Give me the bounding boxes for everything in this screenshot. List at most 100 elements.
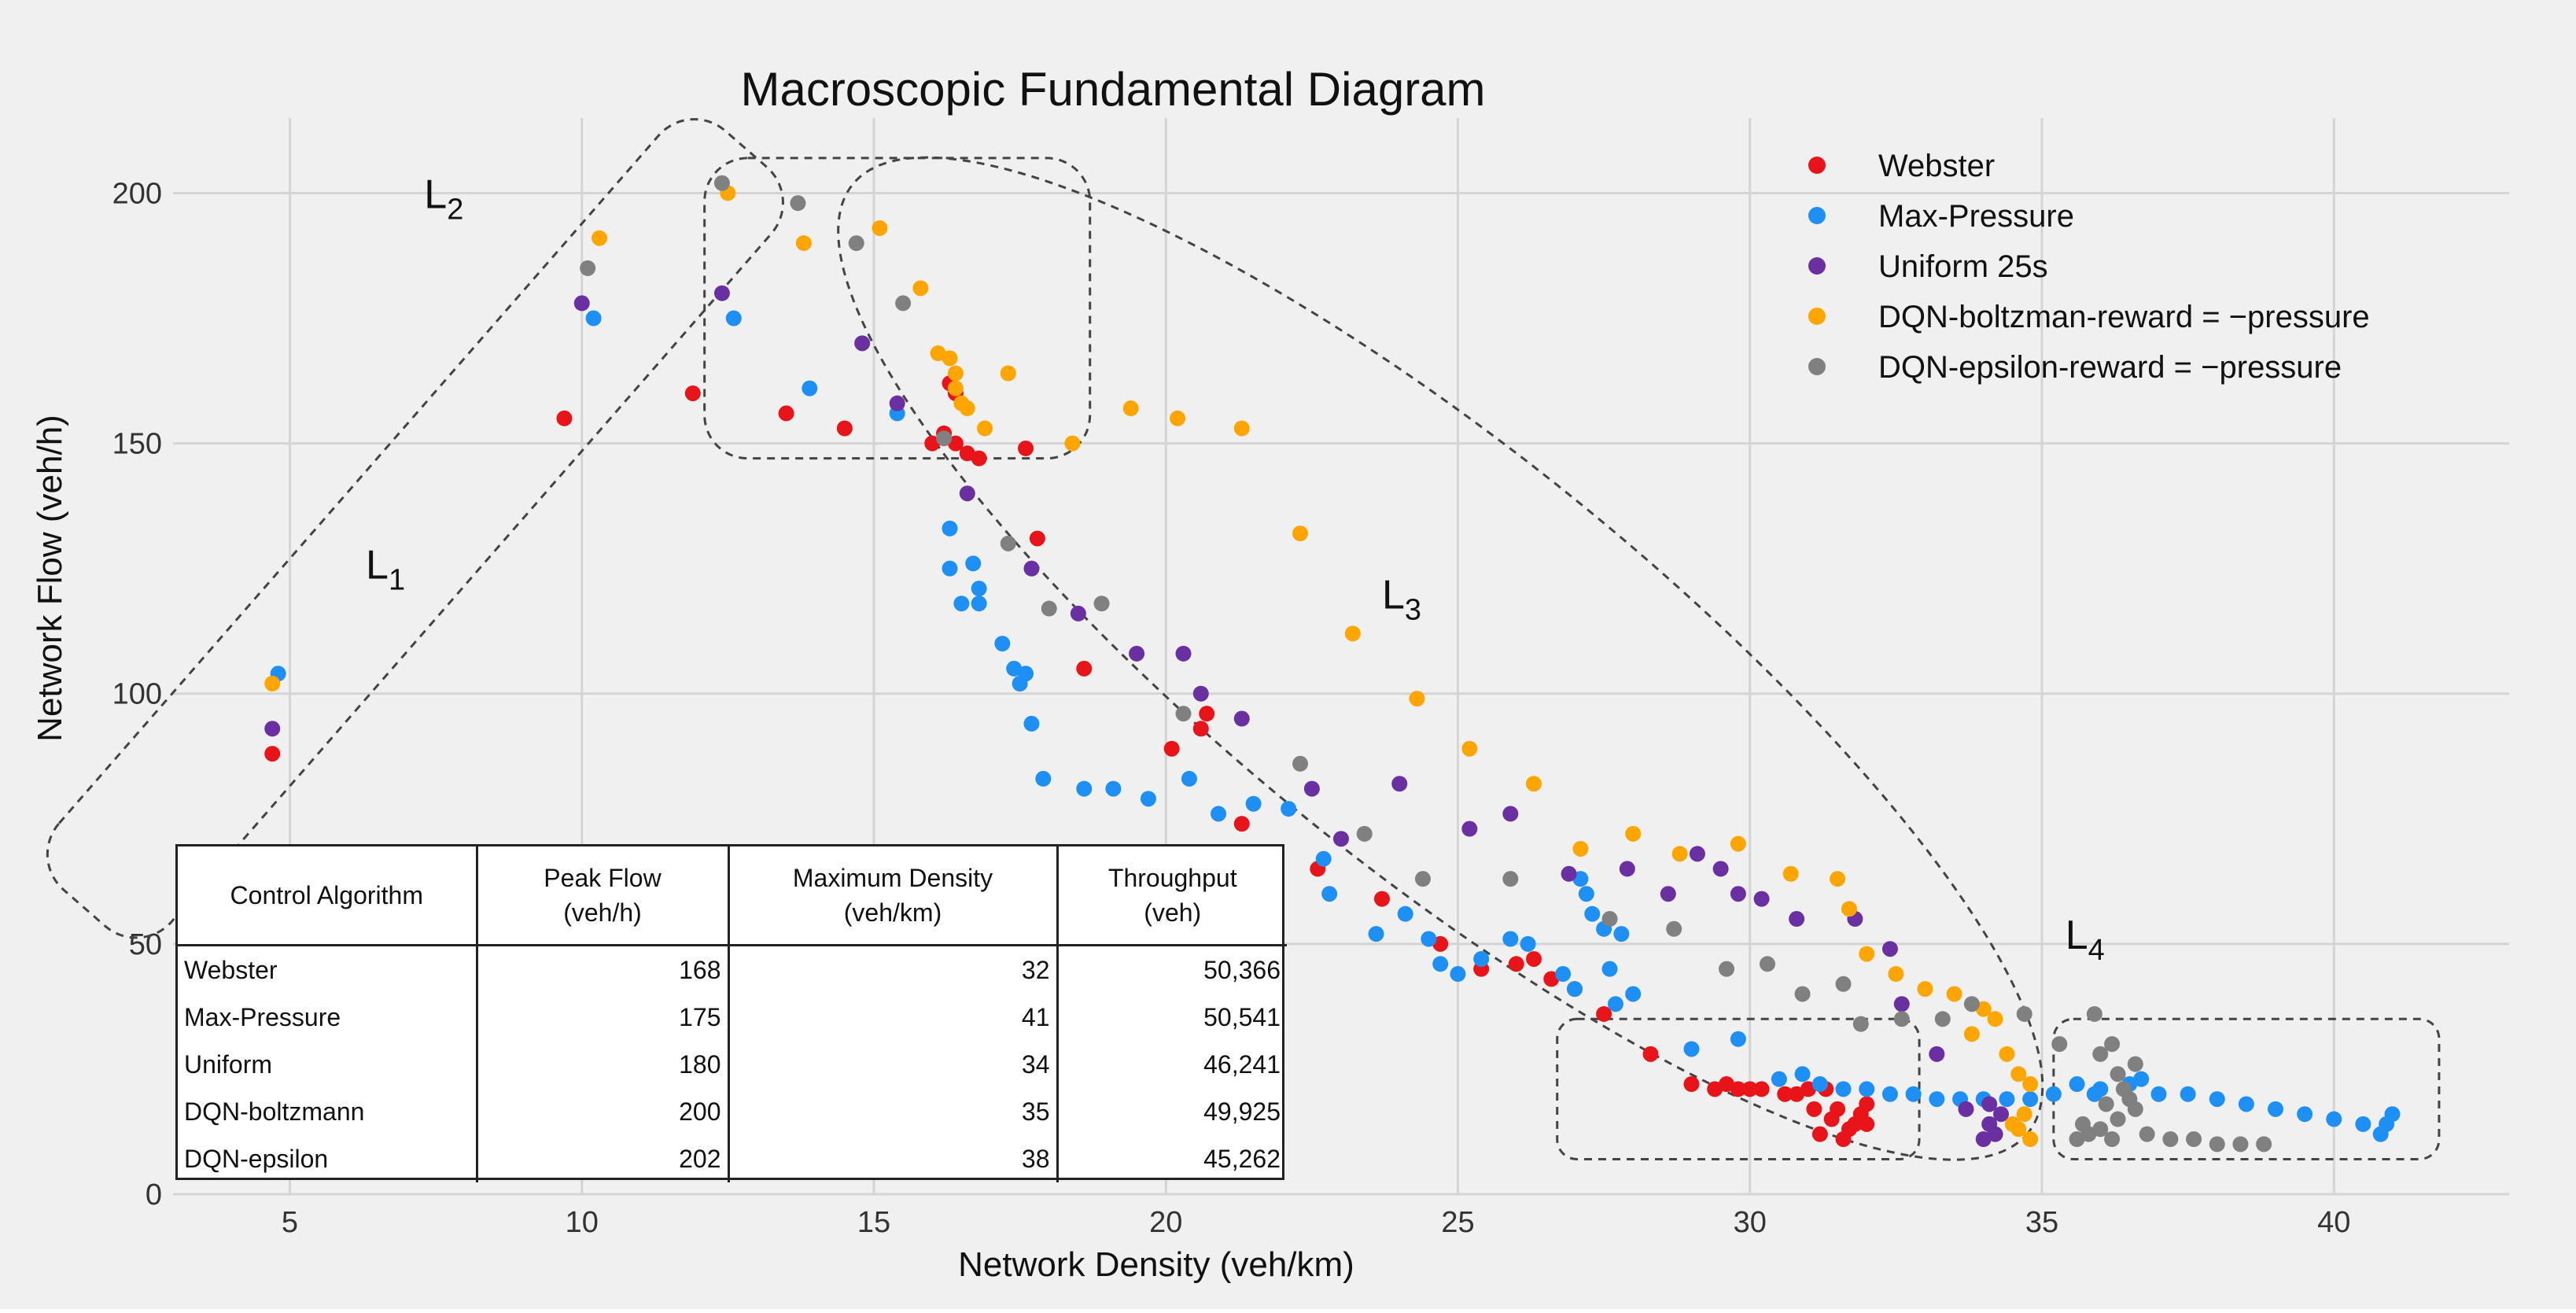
cell-algorithm: Webster bbox=[178, 945, 478, 994]
data-point-dqn-epsilon-reward bbox=[1666, 920, 1682, 937]
data-point-webster bbox=[1642, 1046, 1659, 1062]
data-point-webster bbox=[1859, 1096, 1875, 1112]
axis-ticks: 5 10 15 20 25 30 35 40 0 50 100 150 200 bbox=[112, 177, 2351, 1239]
data-point-max-pressure bbox=[1567, 981, 1583, 998]
data-point-dqn-epsilon-reward bbox=[848, 235, 864, 252]
data-point-webster bbox=[1076, 660, 1093, 677]
data-point-max-pressure bbox=[2326, 1111, 2342, 1127]
data-point-dqn-boltzman-reward bbox=[1999, 1046, 2015, 1062]
data-point-webster bbox=[1777, 1086, 1793, 1102]
data-point-dqn-boltzman-reward bbox=[795, 235, 812, 252]
data-point-dqn-epsilon-reward bbox=[2256, 1136, 2272, 1153]
data-point-dqn-boltzman-reward bbox=[977, 420, 993, 437]
data-point-dqn-epsilon-reward bbox=[2074, 1116, 2091, 1132]
data-point-max-pressure bbox=[1450, 966, 1466, 983]
data-point-webster bbox=[264, 746, 281, 762]
data-point-max-pressure bbox=[725, 310, 742, 326]
data-point-max-pressure bbox=[1835, 1081, 1852, 1097]
data-point-uniform bbox=[1660, 886, 1676, 902]
data-point-dqn-epsilon-reward bbox=[2016, 1005, 2032, 1022]
data-point-max-pressure bbox=[1578, 886, 1594, 902]
data-point-uniform bbox=[1023, 560, 1040, 577]
cell-max-density: 38 bbox=[728, 1134, 1059, 1182]
data-point-dqn-boltzman-reward bbox=[1122, 400, 1139, 417]
data-point-dqn-boltzman-reward bbox=[912, 280, 929, 297]
data-point-max-pressure bbox=[1281, 801, 1297, 817]
table-header-peak-flow: Peak Flow (veh/h) bbox=[477, 846, 730, 946]
data-point-max-pressure bbox=[2238, 1096, 2254, 1112]
summary-table: Control Algorithm Peak Flow (veh/h) Maxim… bbox=[175, 844, 1287, 1182]
data-point-dqn-epsilon-reward bbox=[1292, 755, 1309, 772]
data-point-dqn-epsilon-reward bbox=[2104, 1131, 2121, 1148]
data-point-webster bbox=[1526, 950, 1542, 967]
data-point-webster bbox=[1789, 1086, 1805, 1102]
data-point-dqn-boltzman-reward bbox=[1782, 865, 1799, 882]
data-point-dqn-boltzman-reward bbox=[1859, 946, 1875, 962]
data-point-dqn-boltzman-reward bbox=[947, 365, 964, 382]
legend-label: DQN-boltzman-reward = −pressure bbox=[1878, 300, 2370, 334]
data-point-webster bbox=[1835, 1131, 1852, 1148]
y-tick-label: 0 bbox=[146, 1178, 162, 1212]
grid bbox=[173, 118, 2509, 1196]
data-point-dqn-boltzman-reward bbox=[1946, 986, 1962, 1002]
data-point-dqn-boltzman-reward bbox=[1671, 846, 1688, 862]
data-point-dqn-epsilon-reward bbox=[713, 175, 730, 191]
data-point-dqn-boltzman-reward bbox=[1409, 691, 1425, 707]
data-point-max-pressure bbox=[2268, 1101, 2283, 1117]
data-point-dqn-epsilon-reward bbox=[2110, 1111, 2126, 1127]
data-point-max-pressure bbox=[1245, 795, 1262, 812]
data-point-max-pressure bbox=[1555, 966, 1572, 983]
x-tick-label: 40 bbox=[2317, 1206, 2350, 1239]
data-point-dqn-epsilon-reward bbox=[2139, 1126, 2155, 1142]
table-row: Webster 168 32 50,366 bbox=[178, 945, 1287, 994]
data-point-dqn-epsilon-reward bbox=[2209, 1136, 2225, 1153]
data-point-webster bbox=[778, 405, 794, 422]
data-point-max-pressure bbox=[942, 520, 958, 537]
cell-peak-flow: 168 bbox=[477, 945, 730, 994]
data-point-uniform bbox=[1975, 1131, 1992, 1148]
cell-throughput: 46,241 bbox=[1203, 1049, 1281, 1079]
region-labels: L1 L2 L3 L4 bbox=[366, 172, 2105, 968]
x-tick-label: 5 bbox=[282, 1206, 298, 1239]
data-point-dqn-epsilon-reward bbox=[1093, 596, 1110, 612]
data-point-dqn-epsilon-reward bbox=[1175, 706, 1192, 722]
data-point-uniform bbox=[959, 485, 975, 502]
chart-title: Macroscopic Fundamental Diagram bbox=[740, 63, 1485, 116]
data-point-dqn-epsilon-reward bbox=[1502, 871, 1519, 887]
data-point-max-pressure bbox=[2355, 1116, 2371, 1132]
region-label: L2 bbox=[424, 172, 463, 227]
legend-label: DQN-epsilon-reward = −pressure bbox=[1878, 350, 2342, 385]
data-point-uniform bbox=[1070, 605, 1086, 621]
data-point-dqn-epsilon-reward bbox=[2110, 1066, 2126, 1082]
data-point-dqn-boltzman-reward bbox=[1000, 365, 1016, 382]
data-point-dqn-epsilon-reward bbox=[1963, 996, 1980, 1012]
data-point-dqn-boltzman-reward bbox=[1292, 526, 1309, 542]
region-label: L3 bbox=[1382, 573, 1421, 627]
data-point-webster bbox=[1683, 1076, 1700, 1093]
data-points bbox=[264, 175, 2401, 1153]
data-point-max-pressure bbox=[1211, 806, 1227, 822]
cell-max-density: 41 bbox=[728, 993, 1059, 1041]
data-point-dqn-epsilon-reward bbox=[936, 430, 953, 447]
data-point-uniform bbox=[1689, 846, 1705, 862]
cell-throughput: 45,262 bbox=[1203, 1144, 1281, 1173]
x-tick-label: 30 bbox=[1734, 1206, 1767, 1239]
data-point-dqn-epsilon-reward bbox=[2092, 1046, 2109, 1062]
data-point-uniform bbox=[1619, 861, 1635, 877]
legend: Webster Max-Pressure Uniform 25s DQN-boltzm… bbox=[1808, 149, 2370, 385]
data-point-dqn-boltzman-reward bbox=[1963, 1026, 1980, 1042]
data-point-max-pressure bbox=[585, 310, 602, 326]
cell-peak-flow: 202 bbox=[477, 1134, 730, 1182]
region-label: L4 bbox=[2066, 913, 2105, 967]
cell-algorithm: DQN-epsilon bbox=[178, 1134, 478, 1182]
data-point-max-pressure bbox=[2372, 1126, 2389, 1142]
data-point-dqn-epsilon-reward bbox=[1794, 986, 1811, 1002]
data-point-dqn-boltzman-reward bbox=[959, 400, 975, 417]
data-point-dqn-epsilon-reward bbox=[790, 195, 806, 212]
data-point-webster bbox=[1596, 1005, 1612, 1022]
data-point-max-pressure bbox=[2133, 1071, 2150, 1087]
cell-throughput: 50,541 bbox=[1203, 1002, 1281, 1031]
data-point-dqn-boltzman-reward bbox=[1526, 776, 1542, 792]
data-point-dqn-epsilon-reward bbox=[1041, 600, 1057, 617]
